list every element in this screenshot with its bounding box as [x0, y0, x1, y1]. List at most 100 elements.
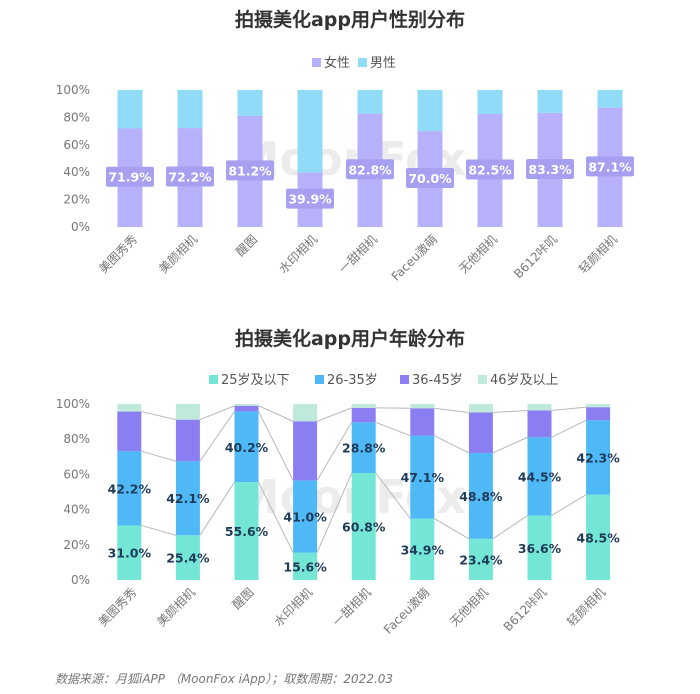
connector-line [141, 450, 177, 462]
bar-46岁及以上 [527, 404, 552, 411]
bar-25岁及以下 [351, 472, 376, 580]
bar-46岁及以上 [234, 404, 259, 406]
y-tick-label: 80% [63, 432, 90, 446]
data-label-bg [106, 166, 154, 187]
bar-46岁及以上 [293, 404, 318, 422]
data-label: 87.1% [588, 159, 632, 174]
connector-line [199, 405, 235, 421]
data-label-bg [466, 159, 514, 180]
y-tick-label: 20% [63, 193, 90, 207]
data-label-bg [526, 158, 574, 179]
data-label: 55.6% [225, 524, 269, 539]
bar-26-35岁 [293, 480, 318, 553]
chart-title: 拍摄美化app用户年龄分布 [235, 327, 465, 350]
bar-男性 [537, 90, 563, 113]
legend-label: 男性 [370, 56, 396, 71]
bar-男性 [117, 90, 143, 129]
x-category-label: 美图秀秀 [96, 232, 140, 276]
connector-line [551, 494, 587, 517]
connector-line [375, 472, 411, 519]
connector-line [199, 481, 235, 536]
data-label: 23.4% [459, 552, 503, 567]
data-label: 70.0% [408, 171, 452, 186]
data-label: 36.6% [518, 541, 562, 556]
connector-line [258, 481, 294, 553]
x-category-label: 美图秀秀 [96, 585, 140, 629]
y-tick-label: 100% [56, 397, 90, 411]
x-category-label: B612咔叽 [501, 585, 550, 634]
y-tick-label: 60% [63, 138, 90, 152]
legend-label: 26-35岁 [327, 373, 378, 388]
connector-line [375, 421, 411, 437]
x-category-label: 轻颜相机 [564, 585, 609, 630]
bar-男性 [597, 90, 623, 108]
bar-26-35岁 [468, 452, 493, 539]
data-label-bg [226, 160, 274, 181]
data-label: 48.5% [576, 530, 620, 545]
bar-25岁及以下 [293, 552, 318, 580]
bar-25岁及以下 [410, 518, 435, 580]
data-label: 83.3% [528, 162, 572, 177]
bar-26-35岁 [234, 411, 259, 483]
bar-男性 [297, 90, 323, 173]
connector-line [551, 419, 587, 438]
bar-男性 [477, 90, 503, 114]
y-tick-label: 0% [71, 573, 90, 587]
bar-男性 [237, 90, 263, 116]
legend-swatch [315, 375, 324, 384]
bar-男性 [177, 90, 203, 129]
connector-line [258, 405, 294, 422]
data-label: 42.2% [108, 481, 152, 496]
bar-男性 [417, 90, 443, 132]
bar-36-45岁 [234, 405, 259, 412]
bar-46岁及以上 [586, 404, 611, 408]
x-category-label: Faceu激萌 [381, 585, 432, 636]
bar-25岁及以下 [468, 538, 493, 580]
data-label: 82.8% [348, 162, 392, 177]
bar-26-35岁 [117, 451, 142, 526]
data-label-bg [286, 188, 334, 209]
connector-line [141, 524, 177, 536]
y-tick-label: 20% [63, 538, 90, 552]
x-category-label: 美颜相机 [153, 585, 198, 630]
data-label: 48.8% [459, 489, 503, 504]
x-category-label: B612咔叽 [511, 232, 560, 281]
bar-26-35岁 [586, 420, 611, 495]
bar-36-45岁 [527, 410, 552, 438]
y-tick-label: 80% [63, 110, 90, 124]
y-tick-label: 100% [56, 83, 90, 97]
x-category-label: 水印相机 [276, 232, 320, 276]
data-label: 40.2% [225, 440, 269, 455]
data-label: 47.1% [401, 470, 445, 485]
x-category-label: 一甜相机 [336, 232, 380, 276]
x-category-label: 醒图 [230, 585, 257, 612]
bar-25岁及以下 [527, 515, 552, 580]
source-note: 数据来源：月狐iAPP （MoonFox iApp）；取数周期：2022.03 [55, 672, 393, 686]
x-category-label: Faceu激萌 [389, 232, 440, 283]
bar-25岁及以下 [586, 494, 611, 580]
bar-26-35岁 [527, 437, 552, 516]
bar-46岁及以上 [117, 404, 142, 412]
data-label: 41.0% [283, 509, 327, 524]
legend-swatch [358, 58, 367, 67]
legend-swatch [400, 375, 409, 384]
bar-25岁及以下 [117, 525, 142, 580]
bar-36-45岁 [175, 419, 200, 462]
y-tick-label: 40% [63, 503, 90, 517]
bar-25岁及以下 [234, 482, 259, 580]
connector-line [199, 411, 235, 462]
legend-label: 46岁及以上 [490, 373, 559, 388]
y-tick-label: 0% [71, 220, 90, 234]
legend-swatch [478, 375, 487, 384]
data-label: 71.9% [108, 170, 152, 185]
x-category-label: 美颜相机 [156, 232, 201, 277]
connector-line [551, 406, 587, 412]
bar-36-45岁 [351, 407, 376, 423]
legend-label: 25岁及以下 [221, 373, 290, 388]
bar-男性 [357, 90, 383, 114]
data-label: 82.5% [468, 162, 512, 177]
bar-36-45岁 [293, 421, 318, 481]
connector-line [316, 407, 352, 422]
